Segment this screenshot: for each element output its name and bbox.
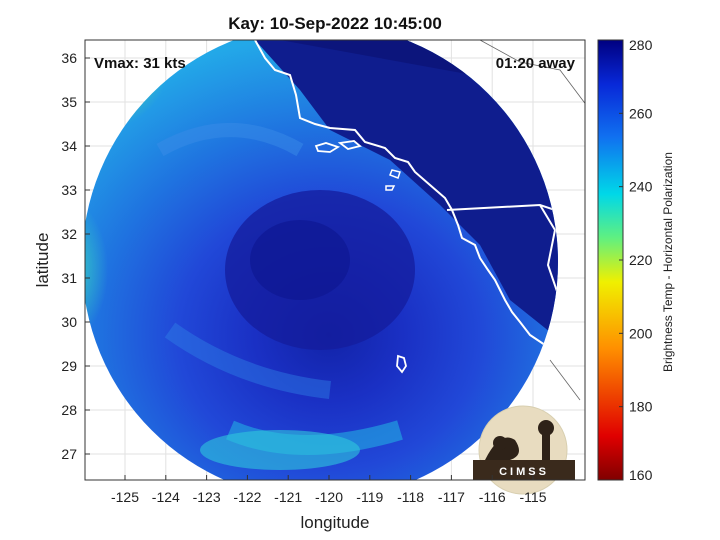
x-tick-label: -125 — [111, 489, 139, 505]
x-tick-label: -117 — [438, 489, 465, 505]
x-tick-label: -123 — [193, 489, 221, 505]
island — [314, 142, 341, 153]
x-axis-label: longitude — [300, 513, 369, 532]
y-tick-label: 34 — [61, 138, 77, 154]
x-tick-label: -120 — [315, 489, 343, 505]
y-axis-label: latitude — [33, 233, 52, 288]
x-tick-label: -119 — [356, 489, 383, 505]
cimss-logo: CIMSS — [473, 405, 575, 495]
y-tick-label: 32 — [61, 226, 77, 242]
x-tick-label: -115 — [520, 489, 547, 505]
colorbar-tick-label: 260 — [629, 105, 653, 121]
colorbar-tick-label: 220 — [629, 252, 653, 268]
x-tick-label: -116 — [479, 489, 506, 505]
scan-swath — [85, 40, 585, 480]
time-away-label: 01:20 away — [496, 55, 576, 72]
y-tick-label: 36 — [61, 50, 77, 66]
x-axis: -125 -124 -123 -122 -121 -120 -119 -118 -117 -116… — [111, 475, 547, 505]
colorbar-title: Brightness Temp - Horizontal Polarizatio… — [661, 152, 675, 372]
y-tick-label: 35 — [61, 94, 77, 110]
svg-text:CIMSS: CIMSS — [499, 466, 549, 478]
colorbar-tick-label: 240 — [629, 179, 653, 195]
guadalupe-island — [396, 354, 407, 374]
colorbar-tick-label: 200 — [629, 325, 653, 341]
y-axis: 27 28 29 30 31 32 33 34 35 36 — [61, 50, 90, 462]
colorbar-tick-label: 160 — [629, 467, 653, 483]
y-tick-label: 27 — [61, 446, 77, 462]
y-tick-label: 33 — [61, 182, 77, 198]
y-tick-label: 28 — [61, 402, 77, 418]
colorbar — [597, 39, 624, 481]
x-tick-label: -124 — [152, 489, 180, 505]
vmax-label: Vmax: 31 kts — [94, 55, 186, 72]
y-tick-label: 31 — [61, 270, 77, 286]
x-tick-label: -118 — [397, 489, 424, 505]
x-tick-label: -121 — [274, 489, 302, 505]
colorbar-ticks: 160 180 200 220 240 260 280 — [619, 37, 653, 483]
map-title: Kay: 10-Sep-2022 10:45:00 — [228, 14, 442, 33]
colorbar-tick-label: 180 — [629, 399, 653, 415]
axes-frame — [84, 39, 586, 481]
y-tick-label: 30 — [61, 314, 77, 330]
x-tick-label: -122 — [233, 489, 261, 505]
colorbar-tick-label: 280 — [629, 37, 653, 53]
y-tick-label: 29 — [61, 358, 77, 374]
coastline — [254, 40, 556, 353]
